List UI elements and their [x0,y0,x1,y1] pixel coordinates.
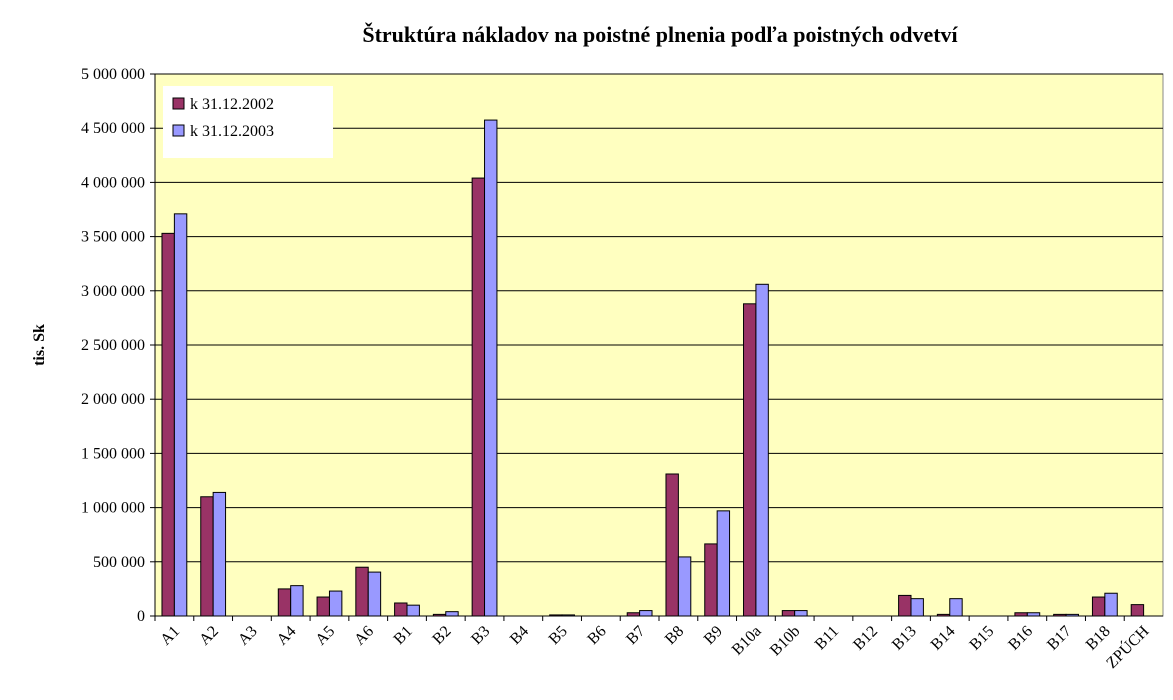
x-tick-label: B1 [391,623,416,648]
bar [1065,613,1079,617]
x-tick-label: B2 [429,623,454,648]
y-tick-label: 2 000 000 [81,391,145,408]
x-tick-label: B7 [623,623,648,648]
bar [277,588,292,617]
x-tick-label: A6 [351,623,377,649]
bar [781,610,796,617]
y-tick-label: 3 000 000 [81,283,145,300]
x-tick-label: B5 [546,623,571,648]
bar [1104,592,1118,617]
x-tick-label: B14 [928,623,959,654]
x-tick-label: B12 [850,623,881,654]
x-tick-label: B18 [1083,623,1114,654]
bar [471,177,486,617]
x-tick-label: B13 [889,623,920,654]
bar [1014,612,1028,617]
y-tick-label: 2 500 000 [81,337,145,354]
legend-label: k 31.12.2003 [190,123,274,140]
bar [794,610,808,617]
bar [200,496,214,617]
bar [639,610,653,617]
x-tick-label: B16 [1005,623,1036,654]
bar [716,510,731,617]
y-tick-label: 4 500 000 [81,120,145,137]
legend-label: k 31.12.2002 [190,96,274,113]
y-tick-label: 0 [137,608,145,625]
bar [677,556,692,617]
bar [432,613,447,617]
x-tick-label: B11 [812,623,842,653]
x-tick-label: B9 [701,623,726,648]
bar [367,571,382,617]
y-axis-label: tis. Sk [31,324,48,366]
bar [161,232,175,617]
x-tick-label: B4 [507,623,532,648]
bar [665,473,679,617]
bar [1053,613,1067,617]
bar [936,613,951,617]
y-tick-label: 4 000 000 [81,174,145,191]
y-tick-label: 3 500 000 [81,229,145,246]
y-tick-label: 500 000 [93,554,145,571]
bar [704,543,718,617]
x-tick-label: B3 [468,623,493,648]
bar [484,119,498,617]
bar [743,303,757,617]
bar [212,491,227,617]
bar [1130,604,1145,617]
x-tick-label: A4 [274,623,300,649]
bar [445,611,459,617]
chart-title: Štruktúra nákladov na poistné plnenia po… [362,22,958,47]
y-tick-label: 5 000 000 [81,66,145,83]
bar [549,614,563,617]
x-tick-label: B17 [1044,623,1075,654]
x-tick-label: B8 [662,623,687,648]
x-tick-label: A5 [312,623,338,649]
x-tick-label: A2 [196,623,222,649]
bar [328,590,343,617]
y-tick-label: 1 000 000 [81,500,145,517]
bar [949,598,963,617]
bar [355,566,369,617]
bar [1091,596,1106,617]
x-tick-label: B6 [584,623,609,648]
bar [755,283,769,617]
bar [173,213,188,617]
x-tick-label: B10b [767,623,804,660]
x-tick-label: A3 [235,623,261,649]
bar [561,614,575,617]
legend-box [163,86,333,158]
bar [898,594,912,617]
y-tick-label: 1 500 000 [81,445,145,462]
x-tick-label: A1 [157,623,183,649]
x-tick-label: ZPÚCH [1102,621,1153,672]
x-tick-label: B15 [966,623,997,654]
bar [316,596,330,617]
x-tick-label: B10a [729,623,765,659]
bar [1026,612,1041,617]
bar [394,602,408,617]
bar [910,598,924,617]
legend-swatch [172,124,185,137]
bar [626,612,641,617]
legend-swatch [172,97,185,110]
bar [290,585,304,617]
bar [406,604,420,617]
